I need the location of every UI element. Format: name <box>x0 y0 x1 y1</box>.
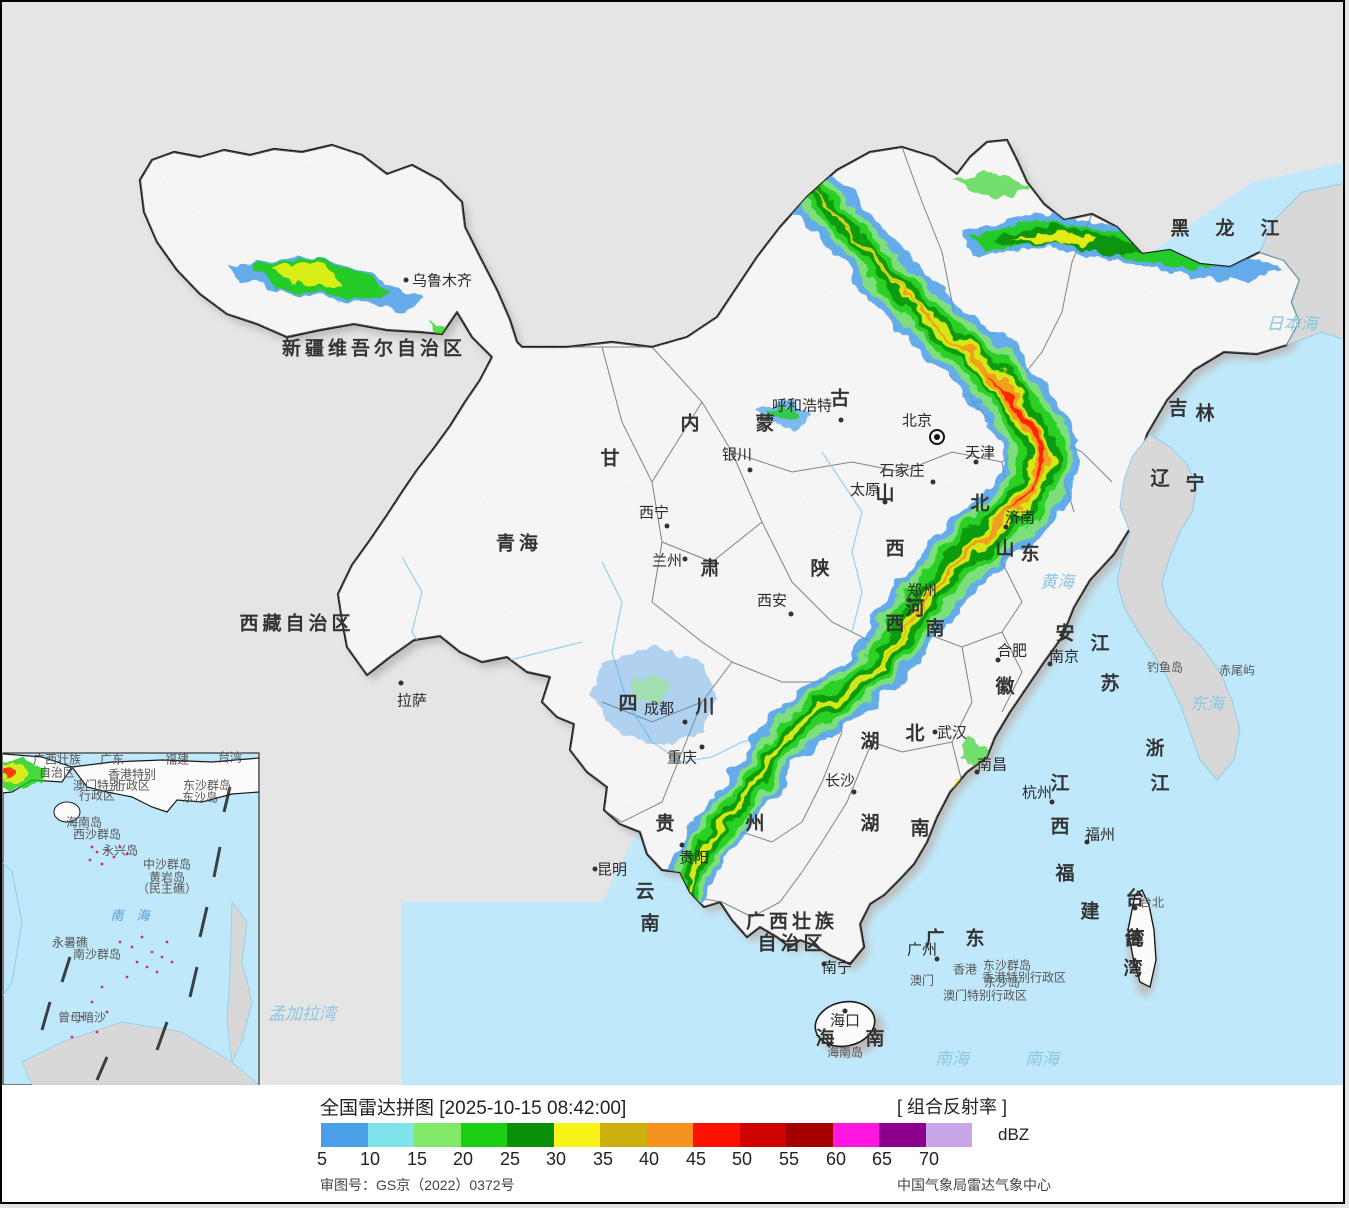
svg-text:南 海: 南 海 <box>110 908 151 923</box>
